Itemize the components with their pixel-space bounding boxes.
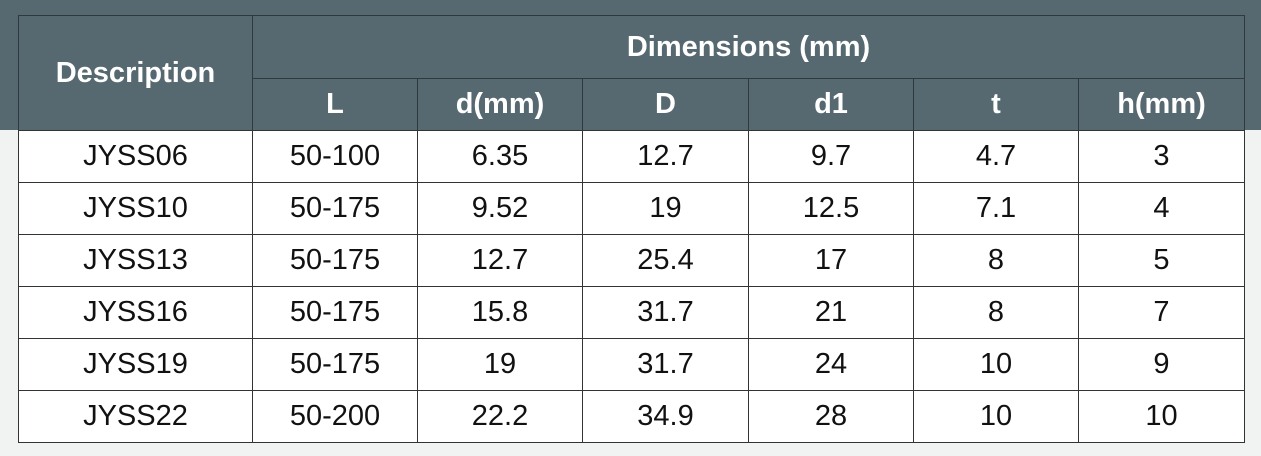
table-cell: 6.35 (417, 130, 583, 183)
table-cell: 50-175 (252, 182, 418, 235)
table-cell: 22.2 (417, 390, 583, 443)
table-cell: 5 (1078, 234, 1245, 287)
table-cell: 7 (1078, 286, 1245, 339)
column-header: D (582, 78, 749, 131)
table-cell: 10 (913, 338, 1079, 391)
table-cell: JYSS06 (18, 130, 253, 183)
table-cell: 50-175 (252, 286, 418, 339)
table-cell: 9.7 (748, 130, 914, 183)
table-cell: 19 (582, 182, 749, 235)
table-cell: JYSS16 (18, 286, 253, 339)
table-cell: 28 (748, 390, 914, 443)
table-cell: 12.7 (417, 234, 583, 287)
table-cell: 25.4 (582, 234, 749, 287)
header-group: Dimensions (mm) (252, 15, 1245, 79)
table-cell: 31.7 (582, 286, 749, 339)
table-cell: 9.52 (417, 182, 583, 235)
header-description: Description (18, 15, 253, 131)
column-header: t (913, 78, 1079, 131)
table-cell: JYSS22 (18, 390, 253, 443)
table-cell: 7.1 (913, 182, 1079, 235)
table-cell: 34.9 (582, 390, 749, 443)
table-cell: 50-175 (252, 338, 418, 391)
table-cell: 4 (1078, 182, 1245, 235)
table-cell: 50-200 (252, 390, 418, 443)
table-cell: 24 (748, 338, 914, 391)
table-cell: 8 (913, 234, 1079, 287)
table-cell: 4.7 (913, 130, 1079, 183)
table-cell: 15.8 (417, 286, 583, 339)
column-header: d1 (748, 78, 914, 131)
table-cell: 10 (913, 390, 1079, 443)
table-cell: 8 (913, 286, 1079, 339)
table-cell: 17 (748, 234, 914, 287)
table-cell: 9 (1078, 338, 1245, 391)
table-cell: JYSS13 (18, 234, 253, 287)
table-cell: 21 (748, 286, 914, 339)
table-cell: 12.5 (748, 182, 914, 235)
header-band (0, 0, 1261, 130)
column-header: L (252, 78, 418, 131)
table-cell: JYSS19 (18, 338, 253, 391)
table-cell: 50-175 (252, 234, 418, 287)
column-header: d(mm) (417, 78, 583, 131)
table-cell: JYSS10 (18, 182, 253, 235)
table-cell: 10 (1078, 390, 1245, 443)
table-cell: 50-100 (252, 130, 418, 183)
table-cell: 12.7 (582, 130, 749, 183)
table-cell: 31.7 (582, 338, 749, 391)
column-header: h(mm) (1078, 78, 1245, 131)
table-cell: 19 (417, 338, 583, 391)
table-cell: 3 (1078, 130, 1245, 183)
